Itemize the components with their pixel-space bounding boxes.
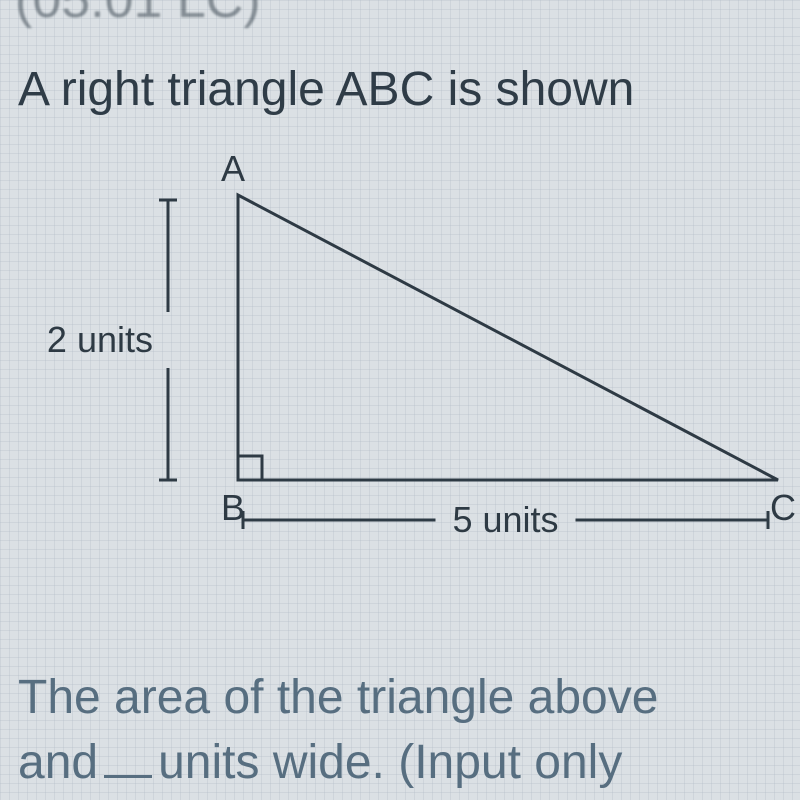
- bottom-measure-label: 5 units: [452, 499, 558, 540]
- left-measure-label: 2 units: [47, 319, 153, 360]
- vertex-label-c: C: [770, 487, 796, 528]
- left-measure-bracket: [159, 200, 177, 480]
- answer-text-line1: The area of the triangle above: [18, 670, 658, 725]
- answer-text-line2-post: units wide. (Input only: [158, 736, 622, 789]
- vertex-label-a: A: [221, 148, 245, 189]
- right-angle-box: [238, 456, 262, 480]
- answer-text-line2: and units wide. (Input only: [18, 735, 622, 790]
- answer-text-line2-pre: and: [18, 736, 98, 789]
- partial-header: (05.01 LC): [15, 0, 261, 30]
- fill-blank[interactable]: [104, 765, 152, 778]
- triangle-path: [238, 195, 778, 480]
- problem-text: A right triangle ABC is shown: [18, 62, 634, 117]
- triangle-diagram: A B C 2 units 5 units: [18, 150, 778, 580]
- vertex-label-b: B: [221, 487, 245, 528]
